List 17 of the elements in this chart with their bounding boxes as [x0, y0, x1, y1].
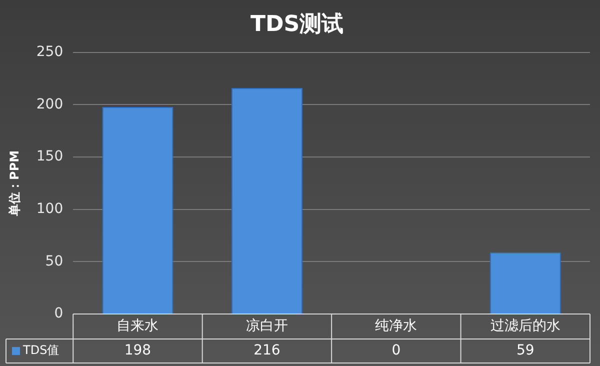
chart-title: TDS测试: [250, 12, 344, 37]
y-tick-label: 100: [36, 201, 64, 217]
legend-label: TDS值: [22, 343, 60, 358]
data-label: 216: [254, 342, 280, 359]
y-tick-label: 50: [45, 253, 64, 270]
x-tick-label: 过滤后的水: [490, 318, 560, 334]
y-tick-label: 250: [36, 44, 64, 60]
x-tick-label: 纯净水: [375, 318, 418, 334]
y-tick-label: 150: [36, 148, 64, 165]
y-tick-label: 0: [54, 306, 64, 322]
x-tick-label: 自来水: [116, 318, 159, 334]
y-axis-title: 单位：PPM: [7, 150, 22, 217]
x-tick-label: 凉白开: [246, 318, 288, 334]
data-label: 59: [516, 342, 534, 359]
y-tick-label: 200: [36, 96, 64, 112]
data-label: 198: [124, 342, 152, 359]
data-label: 0: [392, 342, 401, 359]
